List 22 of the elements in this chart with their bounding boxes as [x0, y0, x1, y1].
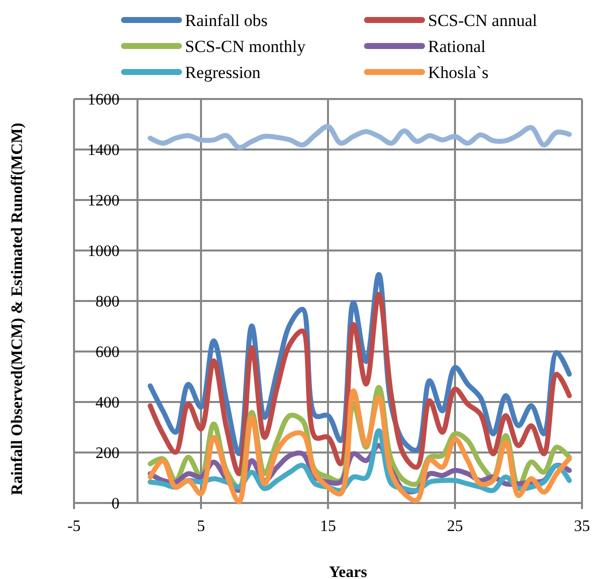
x-tick-label: -5	[67, 518, 81, 535]
legend-label: Regression	[185, 62, 262, 82]
y-tick-label: 1600	[88, 92, 120, 109]
legend-label: Rainfall obs	[185, 10, 268, 30]
x-tick-label: 35	[574, 518, 590, 535]
y-tick-label: 1400	[88, 142, 120, 160]
x-tick-label: 5	[197, 518, 205, 535]
legend-label: SCS-CN annual	[428, 10, 538, 30]
x-axis-title: Years	[328, 564, 368, 579]
x-tick-label: 15	[320, 518, 336, 535]
legend-label: SCS-CN monthly	[185, 36, 306, 56]
x-tick-label: 25	[447, 518, 463, 535]
y-tick-label: 800	[96, 294, 120, 311]
legend-label: Khosla`s	[428, 62, 488, 82]
y-tick-label: 600	[96, 344, 120, 362]
y-tick-label: 1000	[88, 243, 120, 260]
y-tick-label: 1200	[88, 192, 120, 210]
y-tick-label: 200	[96, 445, 120, 462]
y-axis-title: Rainfall Observed(MCM) & Estimated Runoff(MCM)	[9, 122, 26, 496]
y-tick-label: 0	[112, 496, 120, 513]
y-tick-label: 400	[96, 394, 120, 412]
legend-label: Rational	[428, 36, 486, 56]
